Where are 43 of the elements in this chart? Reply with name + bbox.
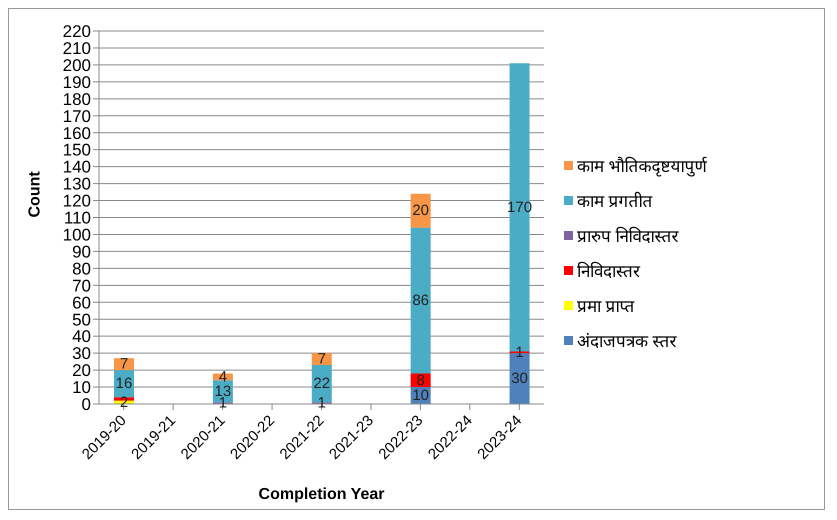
data-label: 86 [412,292,430,310]
data-label: 7 [120,356,128,373]
y-tick-label: 200 [62,56,91,75]
y-tick-label: 170 [62,106,91,126]
data-label: 7 [318,350,326,368]
y-tick-label: 60 [72,293,91,312]
y-tick-label: 110 [64,208,91,228]
y-tick-label: 130 [62,174,91,194]
bar [114,358,134,370]
x-axis-title: Completion Year [258,486,384,503]
legend-label: अंदाजपत्रक स्तर [577,331,677,352]
y-tick-label: 100 [62,225,91,244]
y-tick-label: 80 [72,259,91,278]
data-label: 10 [412,387,430,404]
legend-label: काम भौतिकदृष्टयापुर्ण [577,156,707,177]
y-tick-label: 10 [72,378,91,398]
y-tick-label: 0 [82,395,91,414]
y-tick-label: 210 [62,38,91,58]
data-label: 2 [120,394,128,411]
y-tick-label: 180 [62,90,91,109]
y-tick-label: 190 [62,72,91,92]
y-tick-label: 150 [62,140,91,160]
y-tick-label: 140 [62,158,91,177]
legend-label: प्रारुप निविदास्तर [577,226,679,247]
data-label: 30 [511,370,528,388]
y-tick-label: 220 [62,22,91,42]
bar [410,228,431,374]
y-tick-label: 90 [72,242,91,262]
y-tick-label: 30 [72,344,91,364]
y-tick-label: 50 [72,310,91,330]
y-tick-label: 70 [72,276,91,296]
data-label: 22 [313,375,330,392]
y-tick-label: 20 [72,361,91,380]
y-axis-title: Count [26,170,44,218]
y-tick-label: 120 [62,192,91,211]
legend-label: निविदास्तर [577,260,640,282]
data-label: 20 [412,202,430,220]
y-tick-label: 40 [72,327,91,346]
legend-label: प्रमा प्राप्त [577,296,635,317]
y-tick-label: 160 [62,124,91,143]
legend-label: काम प्रगतीत [577,190,653,212]
data-label: 16 [116,375,132,392]
data-label: 8 [416,372,425,389]
